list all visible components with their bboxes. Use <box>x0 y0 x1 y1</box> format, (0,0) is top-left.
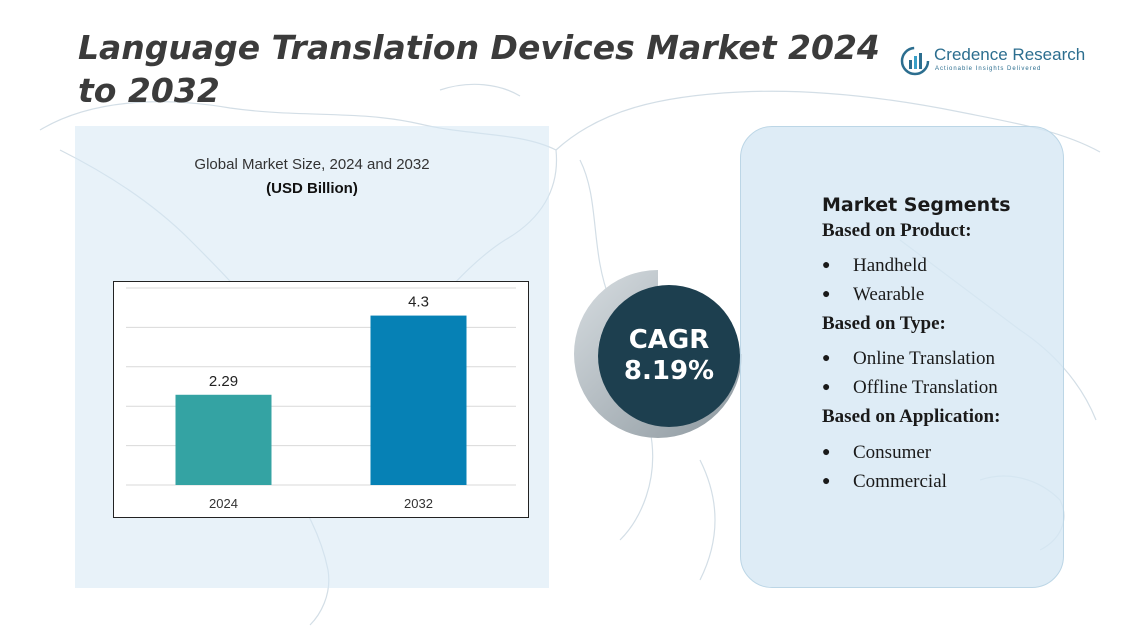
segment-group-application-title: Based on Application: <box>822 406 1001 427</box>
bullet-icon: ● <box>822 445 831 460</box>
segment-group-product-title: Based on Product: <box>822 220 972 241</box>
chart-title: Global Market Size, 2024 and 2032 <box>194 156 430 173</box>
cagr-value: 8.19% <box>623 356 715 386</box>
segment-item-consumer: ● Consumer <box>822 442 932 463</box>
bullet-icon: ● <box>822 474 831 489</box>
bar-2024 <box>175 394 272 485</box>
data-label-2032: 4.3 <box>408 294 429 311</box>
logo-name: Credence Research <box>934 45 1086 64</box>
segment-item-handheld: ● Handheld <box>822 255 927 276</box>
bullet-icon: ● <box>822 258 831 273</box>
brand-logo: Credence Research Actionable Insights De… <box>900 44 1090 80</box>
cagr-label: CAGR <box>628 325 710 355</box>
segment-item-commercial: ● Commercial <box>822 471 947 492</box>
bar-chart-svg: 2.29 2024 4.3 2032 <box>126 287 516 511</box>
bullet-icon: ● <box>822 351 831 366</box>
segment-item-offline-translation: ● Offline Translation <box>822 377 998 398</box>
segments-panel <box>740 126 1064 588</box>
bar-chart: 2.29 2024 4.3 2032 <box>113 281 529 518</box>
x-tick-label-2032: 2032 <box>404 496 433 511</box>
bullet-icon: ● <box>822 287 831 302</box>
segment-group-type-title: Based on Type: <box>822 313 946 334</box>
segments-heading: Market Segments <box>822 194 1011 216</box>
segment-item-online-translation: ● Online Translation <box>822 348 995 369</box>
chart-unit-label: (USD Billion) <box>266 180 358 197</box>
bar-2032 <box>370 315 467 485</box>
segment-item-wearable: ● Wearable <box>822 284 925 305</box>
credence-logo-icon <box>900 46 930 76</box>
logo-tagline: Actionable Insights Delivered <box>935 66 1042 72</box>
data-label-2024: 2.29 <box>209 373 238 390</box>
page-title: Language Translation Devices Market 2024… <box>78 28 880 110</box>
x-tick-label-2024: 2024 <box>209 496 238 511</box>
bullet-icon: ● <box>822 380 831 395</box>
cagr-badge: CAGR 8.19% <box>598 285 740 427</box>
